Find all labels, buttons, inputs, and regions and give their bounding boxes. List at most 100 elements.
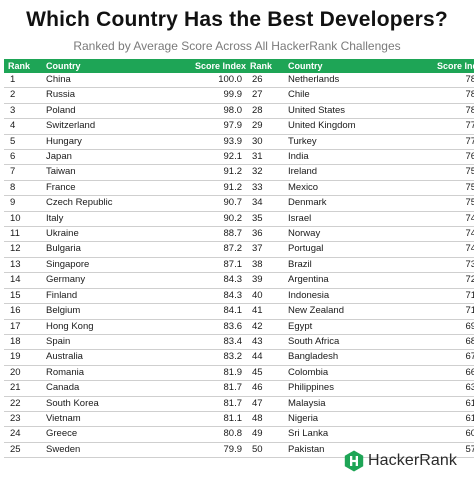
table-row: 9 Czech Republic 90.7 xyxy=(4,195,250,212)
rank-cell: 19 xyxy=(4,349,42,366)
table-row: 22 South Korea 81.7 xyxy=(4,396,250,412)
table-body: 1 China 100.0 2 Russia 99.9 3 Poland 98.0 4 Switze… xyxy=(4,73,250,459)
rank-cell: 21 xyxy=(4,380,42,397)
score-cell: 91.2 xyxy=(172,164,250,181)
rank-cell: 35 xyxy=(246,211,284,228)
rank-cell: 34 xyxy=(246,195,284,212)
score-cell: 78.4 xyxy=(414,87,474,104)
country-cell: Denmark xyxy=(284,195,414,212)
rank-cell: 17 xyxy=(4,319,42,335)
rank-cell: 28 xyxy=(246,103,284,120)
rank-cell: 11 xyxy=(4,226,42,243)
table-body: 26Netherlands78.927Chile78.428United Sta… xyxy=(246,73,474,459)
score-cell: 71.6 xyxy=(414,303,474,320)
table-row: 45Colombia66.0 xyxy=(246,365,474,382)
score-cell: 69.3 xyxy=(414,319,474,335)
table-row: 12 Bulgaria 87.2 xyxy=(4,241,250,258)
score-cell: 87.2 xyxy=(172,241,250,258)
table-row: 16 Belgium 84.1 xyxy=(4,303,250,320)
rank-cell: 7 xyxy=(4,164,42,181)
hackerrank-logo-icon xyxy=(344,450,364,472)
score-cell: 93.9 xyxy=(172,134,250,151)
score-cell: 90.2 xyxy=(172,211,250,228)
column-header-score: Score Index xyxy=(436,61,474,71)
score-cell: 68.3 xyxy=(414,334,474,351)
country-cell: Bulgaria xyxy=(42,241,172,258)
rank-cell: 16 xyxy=(4,303,42,320)
rank-cell: 49 xyxy=(246,426,284,443)
rank-cell: 24 xyxy=(4,426,42,443)
score-cell: 75.6 xyxy=(414,195,474,212)
country-cell: Israel xyxy=(284,211,414,228)
table-row: 19 Australia 83.2 xyxy=(4,349,250,366)
country-cell: Switzerland xyxy=(42,118,172,135)
score-cell: 61.3 xyxy=(414,411,474,428)
score-cell: 99.9 xyxy=(172,87,250,104)
rank-cell: 13 xyxy=(4,257,42,274)
hackerrank-logo: HackerRank xyxy=(344,450,457,472)
rank-cell: 1 xyxy=(4,73,42,89)
page-subtitle: Ranked by Average Score Across All Hacke… xyxy=(73,39,401,53)
score-cell: 80.8 xyxy=(172,426,250,443)
score-cell: 67.8 xyxy=(414,349,474,366)
country-cell: Malaysia xyxy=(284,396,414,412)
country-cell: Nigeria xyxy=(284,411,414,428)
table-row: 7 Taiwan 91.2 xyxy=(4,164,250,181)
table-row: 32Ireland75.9 xyxy=(246,164,474,181)
table-row: 36Norway74.6 xyxy=(246,226,474,243)
score-cell: 75.9 xyxy=(414,164,474,181)
country-cell: United States xyxy=(284,103,414,120)
score-cell: 83.2 xyxy=(172,349,250,366)
rank-cell: 45 xyxy=(246,365,284,382)
rank-cell: 15 xyxy=(4,288,42,305)
country-cell: Ireland xyxy=(284,164,414,181)
rank-cell: 50 xyxy=(246,442,284,459)
table-row: 33Mexico75.7 xyxy=(246,180,474,197)
rank-cell: 37 xyxy=(246,241,284,258)
country-cell: China xyxy=(42,73,172,89)
score-cell: 81.1 xyxy=(172,411,250,428)
score-cell: 83.6 xyxy=(172,319,250,335)
rank-cell: 9 xyxy=(4,195,42,212)
country-cell: Italy xyxy=(42,211,172,228)
country-cell: Brazil xyxy=(284,257,414,274)
country-cell: Philippines xyxy=(284,380,414,397)
country-cell: South Korea xyxy=(42,396,172,412)
table-row: 1 China 100.0 xyxy=(4,73,250,89)
score-cell: 78.9 xyxy=(414,73,474,89)
rank-cell: 6 xyxy=(4,149,42,166)
rank-cell: 40 xyxy=(246,288,284,305)
rank-cell: 48 xyxy=(246,411,284,428)
table-row: 18 Spain 83.4 xyxy=(4,334,250,351)
table-row: 8 France 91.2 xyxy=(4,180,250,197)
country-cell: Indonesia xyxy=(284,288,414,305)
table-row: 40Indonesia71.8 xyxy=(246,288,474,305)
table-row: 31India76.0 xyxy=(246,149,474,166)
score-cell: 66.0 xyxy=(414,365,474,382)
rank-cell: 5 xyxy=(4,134,42,151)
country-cell: Argentina xyxy=(284,272,414,289)
country-cell: Russia xyxy=(42,87,172,104)
rank-cell: 32 xyxy=(246,164,284,181)
country-cell: Sweden xyxy=(42,442,172,459)
table-header-row: Rank Country Score Index xyxy=(4,59,250,73)
rank-cell: 18 xyxy=(4,334,42,351)
table-row: 3 Poland 98.0 xyxy=(4,103,250,120)
rank-cell: 25 xyxy=(4,442,42,459)
country-cell: Germany xyxy=(42,272,172,289)
country-cell: Romania xyxy=(42,365,172,382)
table-row: 10 Italy 90.2 xyxy=(4,211,250,228)
rank-cell: 4 xyxy=(4,118,42,135)
table-row: 44Bangladesh67.8 xyxy=(246,349,474,366)
country-cell: Ukraine xyxy=(42,226,172,243)
score-cell: 73.4 xyxy=(414,257,474,274)
table-row: 30Turkey77.5 xyxy=(246,134,474,151)
country-cell: Egypt xyxy=(284,319,414,335)
country-cell: Japan xyxy=(42,149,172,166)
